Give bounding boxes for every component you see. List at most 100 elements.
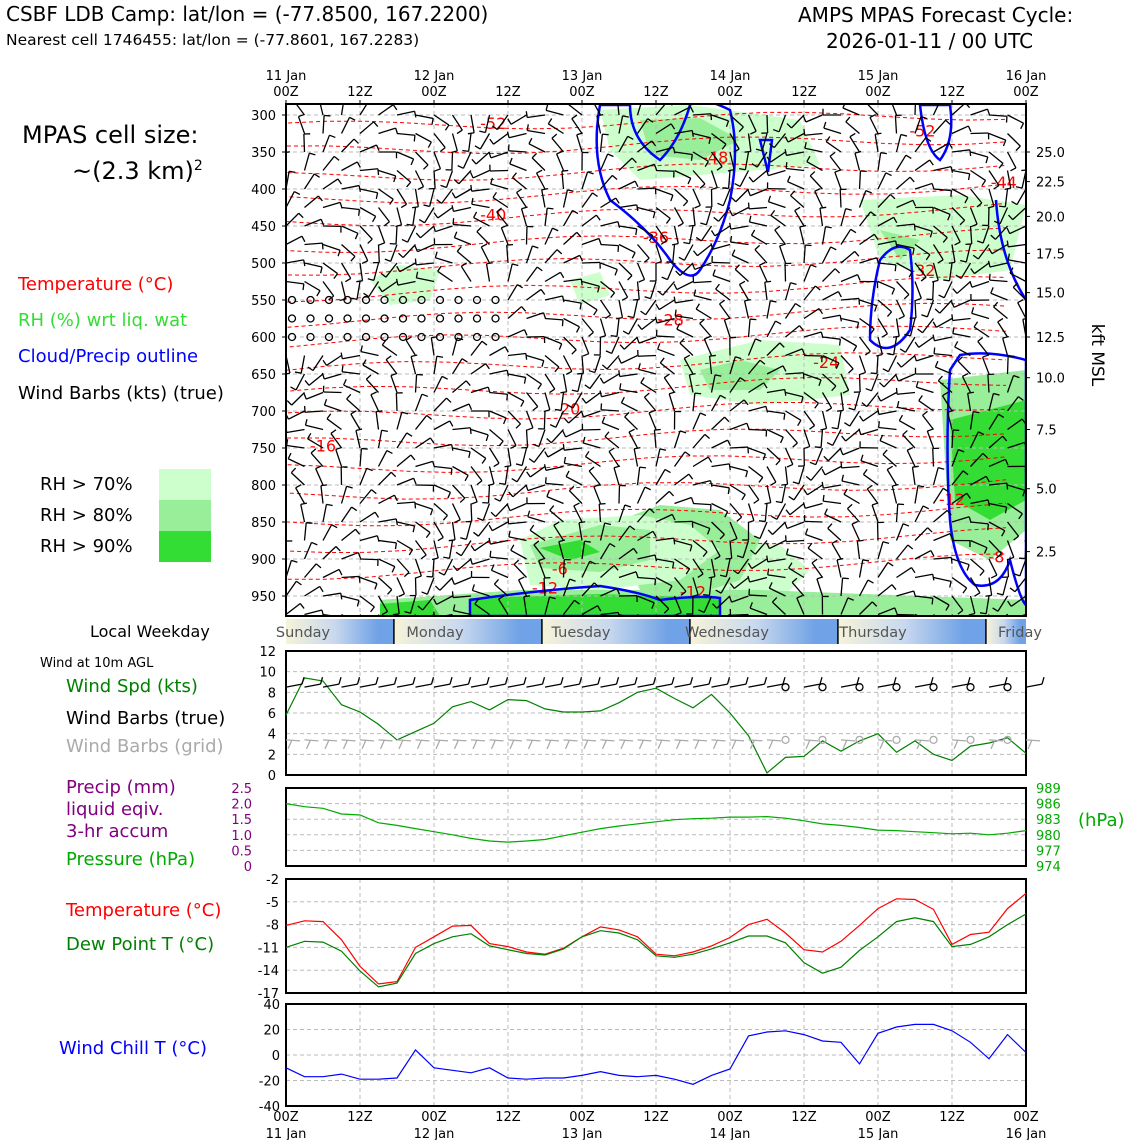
wind-barb-feather: [362, 359, 367, 366]
wind-barb: [608, 451, 620, 467]
wind-barb-feather: [981, 180, 987, 187]
wind-barb: [458, 170, 472, 185]
wind-barb: [970, 558, 985, 572]
wind-barb-feather: [453, 231, 458, 238]
wind-barb: [568, 410, 583, 424]
pressure-tick-label: 300: [251, 109, 276, 124]
wind-barb: [500, 227, 509, 245]
wind-barb: [673, 577, 687, 592]
wind-barb-feather: [523, 329, 528, 336]
wind-barb-feather: [973, 321, 979, 328]
wind-barb: [896, 199, 914, 209]
wind-barb-feather: [962, 470, 969, 476]
wind-barb: [988, 170, 1000, 186]
wind-barb-feather: [704, 160, 709, 168]
precip-tick-label: 2.5: [231, 782, 252, 797]
wind-barb: [788, 567, 805, 579]
wind-barb-feather: [649, 508, 655, 514]
wind-barb-feather: [950, 166, 954, 173]
wind-barb: [507, 391, 525, 402]
wind-barb: [692, 577, 699, 595]
wind-barb: [377, 244, 380, 263]
wind-barb-feather: [588, 331, 594, 337]
wind-barb-feather: [969, 281, 973, 288]
wind-barb: [729, 521, 738, 539]
wind-barb-feather: [775, 500, 783, 504]
wind-barb: [396, 539, 413, 551]
wind-barb: [877, 172, 887, 190]
bottom-date-label: 16 Jan: [1006, 1127, 1047, 1140]
wind-barb: [766, 484, 772, 503]
wind-barb-feather: [683, 354, 691, 359]
wind-barb: [637, 508, 651, 523]
wind-barb-feather: [622, 330, 629, 335]
precip-tick-label: 0.5: [231, 844, 252, 859]
wind-barb: [286, 280, 304, 285]
wind-barb-feather: [671, 676, 675, 685]
wind-barb: [710, 558, 716, 577]
calm-circle: [892, 683, 901, 692]
legend-temperature: Temperature (°C): [18, 274, 174, 295]
wind-barb: [840, 597, 849, 615]
wind-barb-feather: [865, 190, 872, 194]
wind-barb: [840, 578, 844, 597]
wind-barb-feather: [998, 162, 1004, 169]
wind-barb: [308, 373, 324, 386]
wind-barb: [692, 151, 709, 162]
wind-barb: [827, 527, 842, 541]
wind-barb-feather: [294, 190, 301, 196]
wind-barb-feather: [350, 410, 357, 415]
wind-barb: [319, 104, 324, 116]
wind-barb-feather: [806, 155, 811, 162]
wind-barb: [840, 228, 852, 245]
wind-barb-feather: [937, 466, 945, 470]
wind-barb: [722, 188, 731, 206]
wind-barb: [415, 502, 433, 510]
calm-circle: [306, 295, 315, 305]
wind-barb: [933, 119, 947, 134]
wind-barb: [951, 516, 970, 523]
wind-barb-feather: [949, 581, 952, 588]
wind-barb-feather: [617, 357, 622, 364]
wind-barb-feather: [599, 390, 603, 397]
wind-barb-feather: [927, 428, 934, 432]
isotherm: [286, 183, 1007, 204]
pressure-tick-label: 974: [1036, 860, 1061, 875]
wind-barb: [914, 527, 929, 541]
calm-circle: [818, 683, 827, 692]
wind-barb: [1007, 484, 1025, 491]
wind-barb-feather: [578, 521, 586, 524]
wind-barb: [951, 149, 970, 153]
wind-barb-feather: [437, 536, 444, 542]
wind-barb-feather: [1042, 402, 1045, 407]
pressure-axis-label: (hPa): [1078, 810, 1125, 831]
wind-barb: [568, 490, 583, 504]
wind-barb-feather: [785, 162, 788, 169]
wind-barb-feather: [755, 148, 763, 152]
wind-barb: [618, 243, 636, 254]
wind-barb-feather: [913, 224, 916, 231]
wind-barb: [491, 569, 509, 579]
wind-barb: [600, 588, 618, 597]
wind-barb: [991, 243, 1008, 255]
wind-barb-feather: [613, 465, 621, 469]
wind-barb: [508, 132, 527, 139]
wind-barb: [545, 482, 564, 486]
wind-barb: [415, 132, 432, 143]
wind-barb-feather: [549, 596, 556, 600]
wind-barb: [618, 180, 636, 190]
wind-barb: [914, 573, 933, 579]
wind-barb: [880, 391, 897, 402]
wind-barb: [729, 133, 740, 150]
wind-barb-feather: [568, 485, 575, 492]
wind-barb-feather: [954, 241, 961, 246]
wind-barb-feather: [461, 358, 468, 363]
wind-barb: [711, 261, 731, 264]
wind-barb-feather: [544, 477, 547, 484]
wind-barb: [825, 141, 842, 153]
wind-barb: [933, 206, 951, 215]
temp-tick-label: -2: [266, 873, 279, 888]
weekday-band: [541, 619, 690, 644]
wind-barb: [359, 595, 375, 608]
wind-barb-feather: [679, 338, 685, 344]
